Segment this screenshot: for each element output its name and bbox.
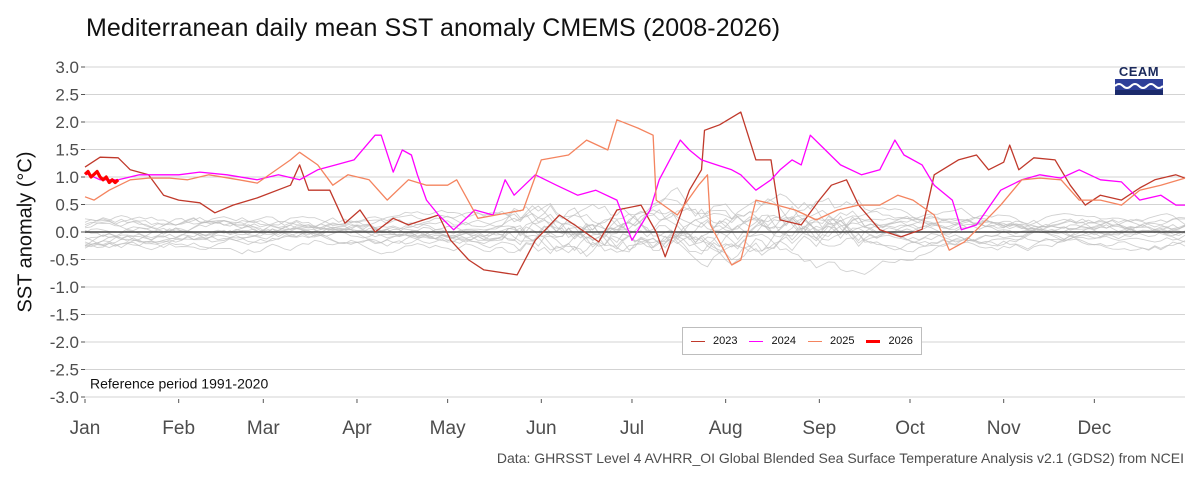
series-line-2024 <box>84 134 1185 241</box>
x-tick-label: Mar <box>247 418 280 439</box>
chart-title: Mediterranean daily mean SST anomaly CME… <box>86 14 781 42</box>
y-tick-label: 1.5 <box>55 141 79 160</box>
x-tick-label: Oct <box>895 418 925 439</box>
ceam-logo: CEAM <box>1115 65 1163 95</box>
y-tick-label: -1.0 <box>50 278 79 297</box>
y-tick-label: -3.0 <box>50 388 79 407</box>
legend-label: 2023 <box>713 335 738 347</box>
x-tick-label: May <box>430 418 466 439</box>
x-tick-label: Jul <box>620 418 644 439</box>
legend: 2023 2024 2025 2026 <box>682 327 922 355</box>
y-tick-label: 1.0 <box>55 168 79 187</box>
x-tick-label: Nov <box>987 418 1021 439</box>
y-tick-label: -2.0 <box>50 333 79 352</box>
background-year-line <box>84 217 1186 268</box>
reference-period-note: Reference period 1991-2020 <box>90 375 268 391</box>
background-year-line <box>84 213 1186 251</box>
legend-item-2026: 2026 <box>866 335 913 347</box>
y-tick-label: -1.5 <box>50 306 79 325</box>
x-tick-label: Aug <box>709 418 743 439</box>
legend-label: 2024 <box>771 335 796 347</box>
legend-item-2023: 2023 <box>691 335 737 347</box>
logo-text: CEAM <box>1118 64 1160 79</box>
y-axis-ticks: 3.0 2.5 2.0 1.5 1.0 0.5 0.0 -0.5 -1.0 -1.5 -2.0 -2.… <box>50 58 85 407</box>
legend-swatch <box>749 340 764 342</box>
background-year-line <box>84 215 1186 254</box>
y-tick-label: 0.5 <box>55 196 79 215</box>
y-tick-label: -0.5 <box>50 251 79 270</box>
x-axis-ticks: Jan Feb Mar Apr May Jun Jul Aug Sep Oct Nov Dec <box>70 399 1111 439</box>
series-line-2023 <box>84 111 1186 276</box>
logo-wave-icon <box>1115 79 1163 95</box>
x-tick-label: Feb <box>162 418 195 439</box>
legend-item-2025: 2025 <box>807 335 855 347</box>
legend-swatch <box>691 340 705 342</box>
legend-swatch <box>807 340 822 342</box>
data-source-caption: Data: GHRSST Level 4 AVHRR_OI Global Ble… <box>496 450 1184 466</box>
legend-label: 2025 <box>829 335 855 347</box>
legend-swatch <box>866 339 881 343</box>
y-tick-label: 0.0 <box>55 223 79 242</box>
legend-label: 2026 <box>888 335 913 347</box>
y-tick-label: 2.5 <box>55 86 79 105</box>
legend-item-2024: 2024 <box>749 335 796 347</box>
series-line-2026 <box>83 169 120 185</box>
x-tick-label: Dec <box>1077 418 1111 439</box>
x-tick-label: Jan <box>70 418 101 439</box>
x-tick-label: Apr <box>342 418 372 439</box>
y-tick-label: 2.0 <box>55 113 79 132</box>
x-tick-label: Jun <box>526 418 557 439</box>
y-tick-label: -2.5 <box>50 361 79 380</box>
series-line-2025 <box>84 119 1186 266</box>
background-year-line <box>84 206 1186 261</box>
y-tick-label: 3.0 <box>55 58 79 77</box>
highlighted-series-lines <box>83 111 1186 276</box>
gridlines <box>85 66 1185 398</box>
x-tick-label: Sep <box>802 418 836 439</box>
